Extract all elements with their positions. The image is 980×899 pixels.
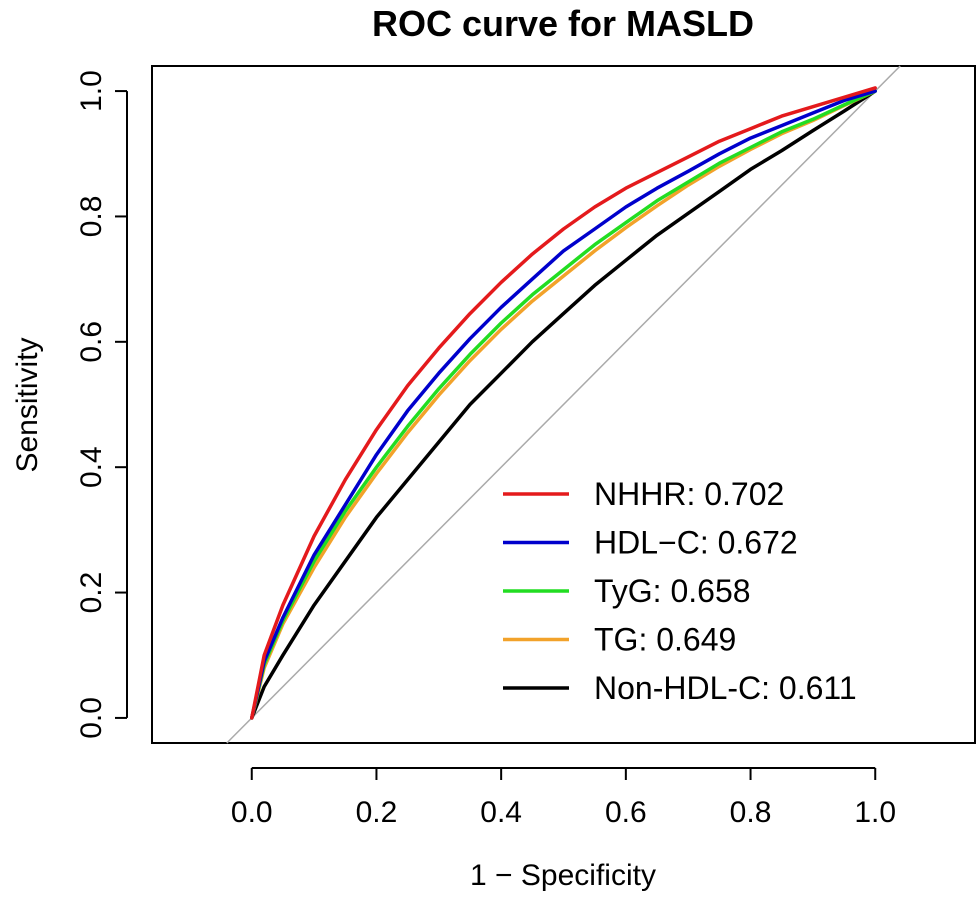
series-line-nhhr xyxy=(250,86,877,720)
x-tick-label: 0.6 xyxy=(605,796,647,829)
y-tick-label: 0.8 xyxy=(75,196,108,238)
chart-title: ROC curve for MASLD xyxy=(372,3,754,44)
legend-label-non-hdl-c: Non-HDL-C: 0.611 xyxy=(594,670,857,706)
y-tick-label: 0.0 xyxy=(75,697,108,739)
series-line-non-hdl-c xyxy=(250,89,877,720)
series-line-tyg xyxy=(250,89,877,720)
legend-label-tyg: TyG: 0.658 xyxy=(594,573,751,609)
y-tick-label: 1.0 xyxy=(75,70,108,112)
legend-label-hdl-c: HDL−C: 0.672 xyxy=(594,525,798,561)
legend-label-tg: TG: 0.649 xyxy=(594,622,736,658)
y-tick-label: 0.6 xyxy=(75,321,108,363)
x-axis-title: 1 − Specificity xyxy=(470,859,656,892)
legend-label-nhhr: NHHR: 0.702 xyxy=(594,476,784,512)
y-axis-title: Sensitivity xyxy=(11,337,44,472)
plot-frame xyxy=(151,65,976,744)
legend: NHHR: 0.702 HDL−C: 0.672 TyG: 0.658 TG: 0.6… xyxy=(503,476,857,706)
reference-diagonal-line xyxy=(226,65,901,744)
series-line-hdl-c xyxy=(250,89,877,720)
x-tick-label: 0.2 xyxy=(356,796,398,829)
x-tick-label: 1.0 xyxy=(854,796,896,829)
x-tick-label: 0.4 xyxy=(480,796,522,829)
x-tick-label: 0.0 xyxy=(231,796,273,829)
x-tick-label: 0.8 xyxy=(730,796,772,829)
y-tick-label: 0.2 xyxy=(75,572,108,614)
y-tick-label: 0.4 xyxy=(75,446,108,488)
